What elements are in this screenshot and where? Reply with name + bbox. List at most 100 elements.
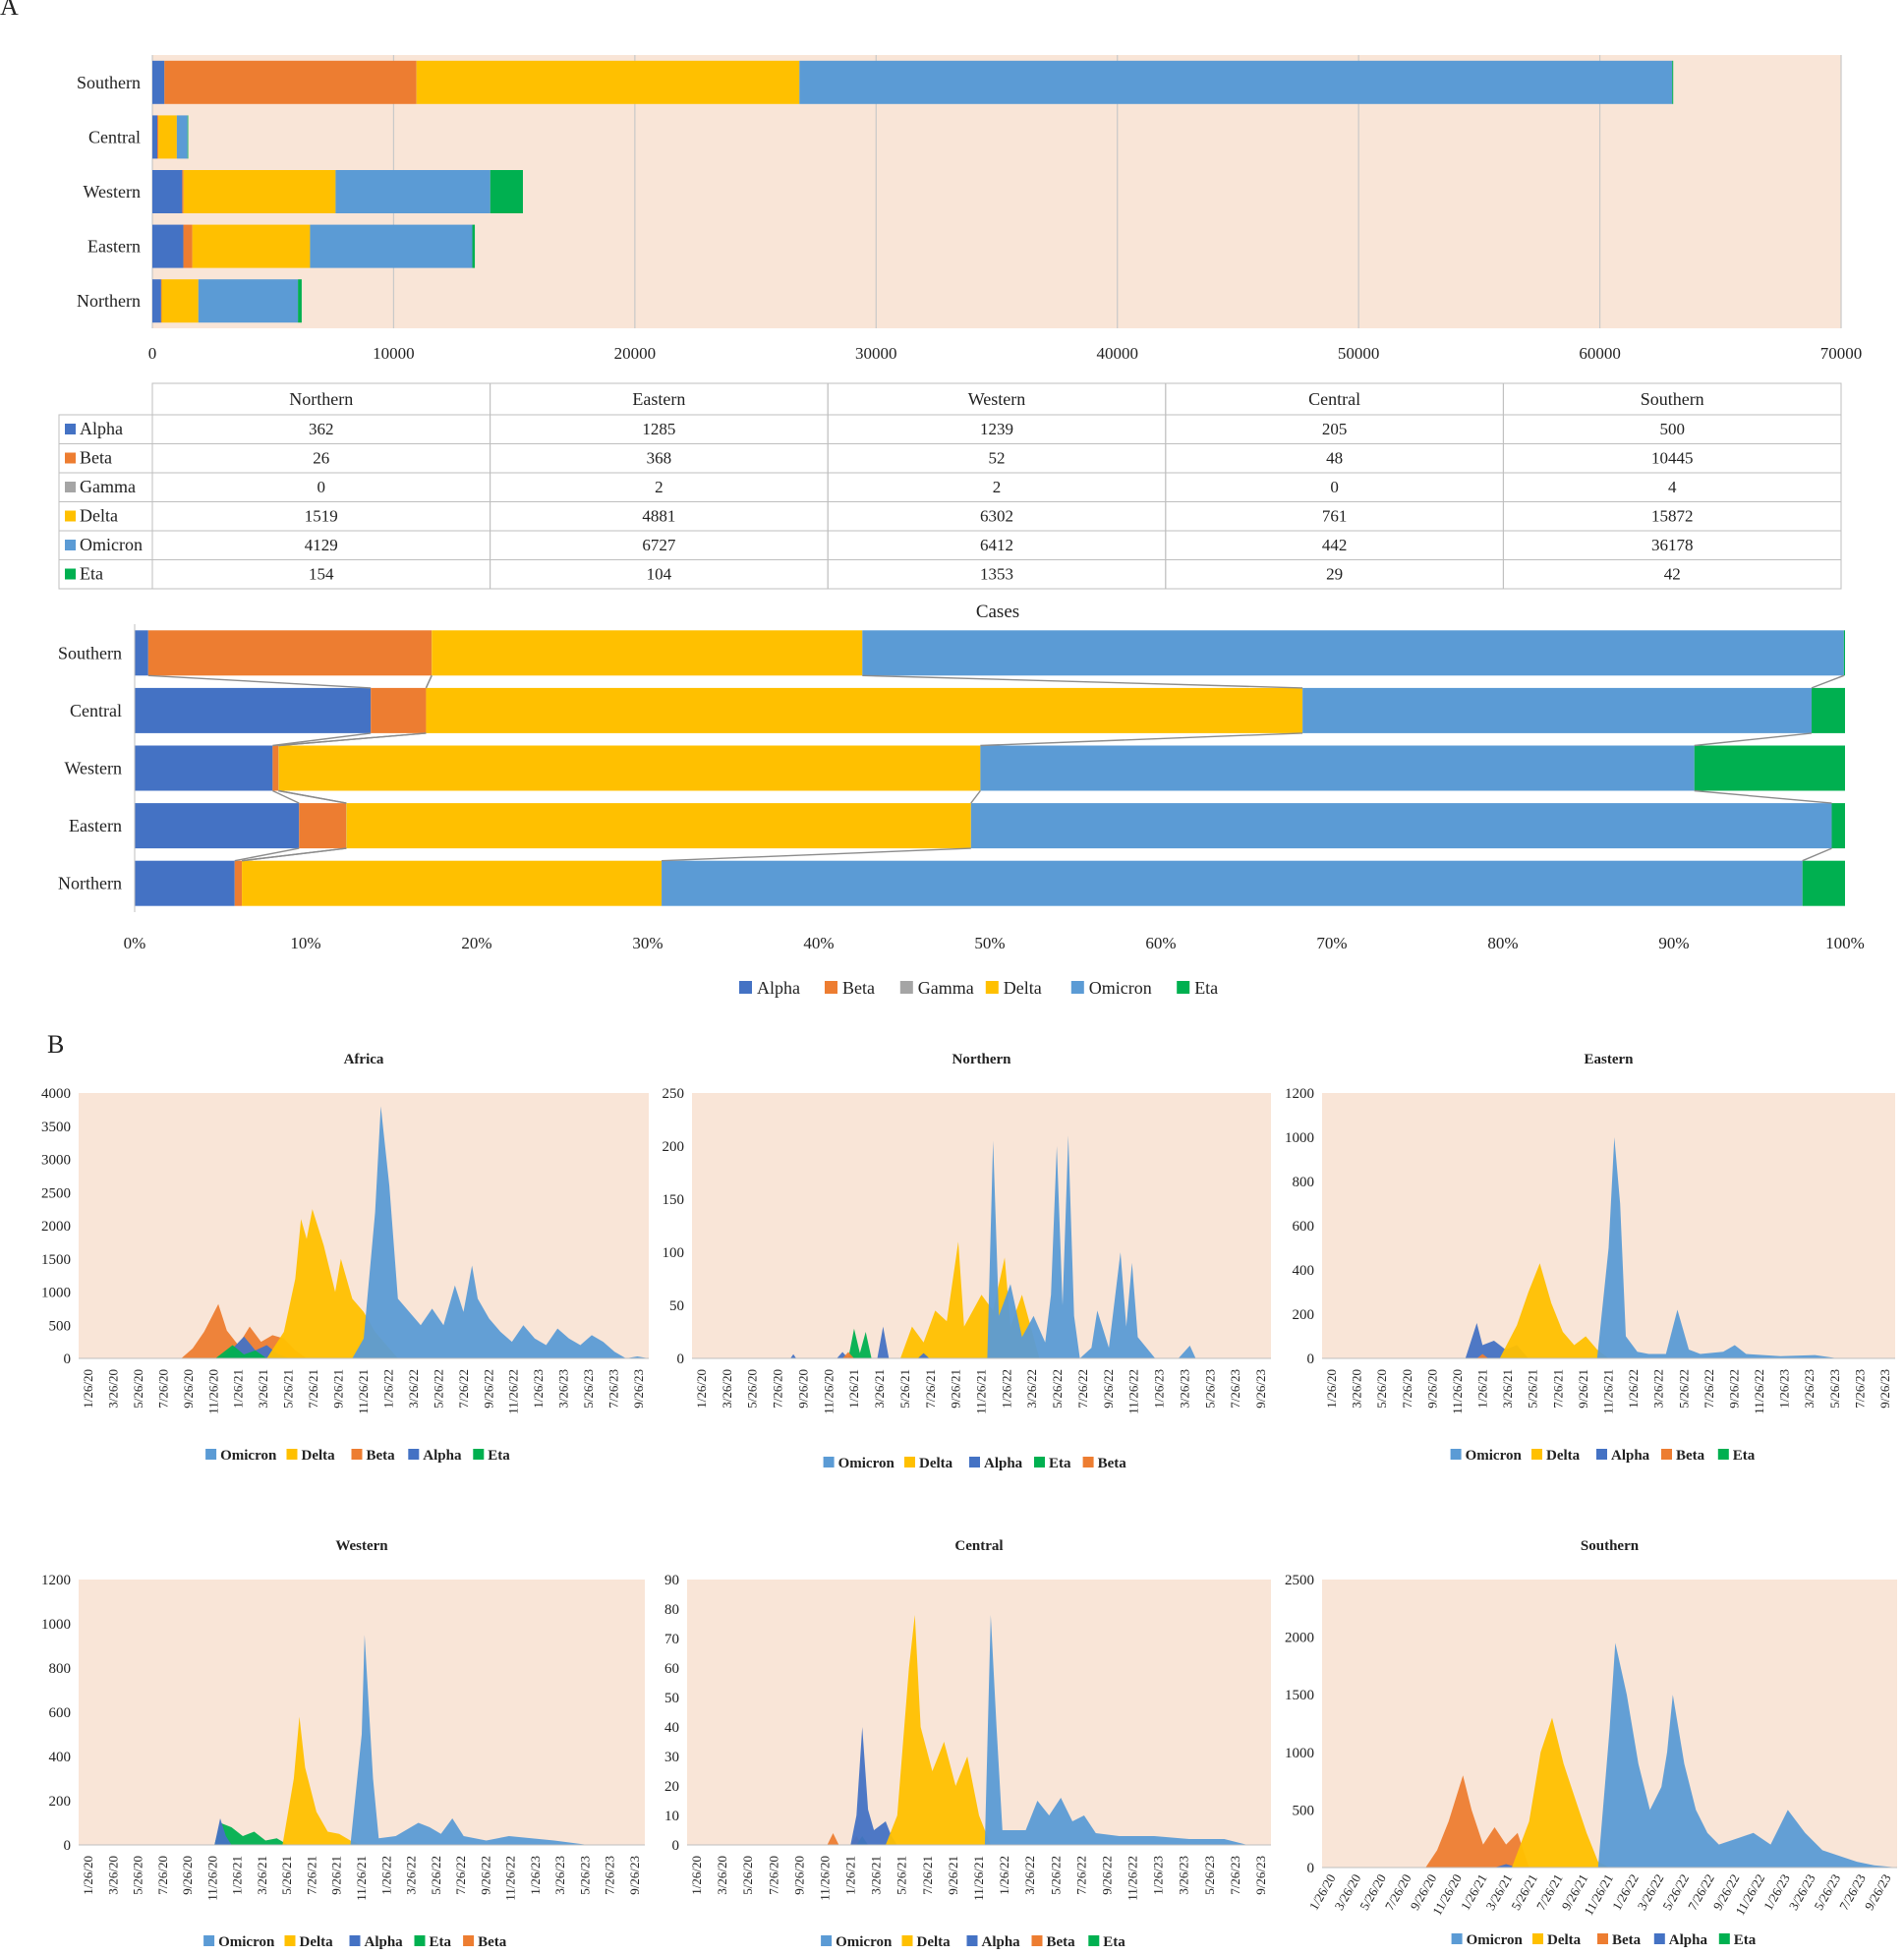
- y-tick-label: Eastern: [69, 816, 122, 835]
- legend-key-delta: [284, 1935, 296, 1946]
- y-tick-label: Southern: [58, 643, 122, 662]
- y-tick-label: 0: [672, 1838, 680, 1854]
- x-tick-label: 7/26/21: [920, 1856, 935, 1895]
- y-tick-label: 1500: [1285, 1688, 1314, 1703]
- x-tick-label: 1/26/23: [528, 1856, 543, 1895]
- series-line: [425, 675, 433, 689]
- x-tick-label: 9/26/21: [946, 1856, 960, 1895]
- x-tick-label: 1/26/23: [1152, 1369, 1167, 1409]
- x-tick-label: 9/26/21: [331, 1369, 346, 1409]
- x-tick-label: 90%: [1658, 934, 1689, 952]
- x-tick-label: 7/26/23: [606, 1369, 621, 1409]
- x-tick-label: 30000: [855, 344, 897, 363]
- x-tick-label: 1/26/22: [381, 1369, 396, 1409]
- x-tick-label: 3/26/22: [1022, 1856, 1037, 1895]
- x-tick-label: 1/26/21: [843, 1856, 858, 1895]
- y-tick-label: 20: [664, 1779, 679, 1795]
- x-tick-label: 10%: [290, 934, 320, 952]
- x-tick-label: 3/26/23: [1177, 1369, 1191, 1409]
- x-tick-label: 11/26/22: [1752, 1369, 1766, 1414]
- y-tick-label: Northern: [77, 291, 141, 311]
- legend-label: Alpha: [365, 1934, 404, 1950]
- legend-key-eta: [473, 1449, 485, 1460]
- chart-title: Western: [335, 1538, 388, 1554]
- table-column-header: Northern: [289, 389, 353, 409]
- legend-label: Alpha: [982, 1934, 1021, 1950]
- y-tick-label: 2500: [41, 1185, 71, 1201]
- x-tick-label: 5/26/22: [1676, 1369, 1691, 1409]
- pct-bar-segment-delta: [426, 687, 1303, 733]
- x-tick-label: 5/26/22: [1050, 1369, 1065, 1409]
- legend-key-omicron: [205, 1449, 217, 1460]
- legend-key-omicron: [1451, 1933, 1463, 1944]
- legend-key-delta: [904, 1457, 915, 1467]
- x-tick-label: 1/26/22: [999, 1369, 1013, 1409]
- legend-label: Eta: [430, 1934, 452, 1950]
- x-tick-label: 5/26/23: [1827, 1369, 1842, 1409]
- x-tick-label: 3/26/20: [1350, 1369, 1364, 1409]
- table-column-header: Central: [1308, 389, 1360, 409]
- y-tick-label: 800: [49, 1661, 72, 1677]
- area-series-delta: [266, 1209, 398, 1358]
- legend-key-delta: [1531, 1449, 1542, 1460]
- y-tick-label: 3500: [41, 1120, 71, 1135]
- x-tick-label: 9/26/22: [478, 1856, 492, 1895]
- table-row-label: Beta: [80, 448, 112, 468]
- x-tick-label: 7/26/21: [306, 1369, 320, 1409]
- pct-bar-segment-beta: [299, 803, 347, 849]
- legend-key-beta: [1082, 1457, 1094, 1467]
- bar-segment-beta: [157, 115, 159, 159]
- area-series-delta: [1499, 1263, 1609, 1358]
- y-tick-label: 1200: [41, 1573, 71, 1588]
- x-tick-label: 100%: [1825, 934, 1865, 952]
- x-tick-label: 9/26/20: [1424, 1369, 1439, 1409]
- x-tick-label: 0: [148, 344, 157, 363]
- bar-segment-eta: [490, 170, 523, 213]
- y-tick-label: 200: [1293, 1307, 1315, 1323]
- table-cell: 42: [1664, 565, 1681, 584]
- x-tick-label: 1/26/21: [846, 1369, 861, 1409]
- x-tick-label: 9/26/22: [481, 1369, 495, 1409]
- series-line: [241, 847, 347, 862]
- table-cell: 4129: [305, 536, 338, 554]
- table-cell: 4: [1668, 478, 1677, 496]
- x-tick-label: 3/26/21: [869, 1856, 884, 1895]
- bar-segment-delta: [158, 115, 177, 159]
- x-tick-label: 1/26/20: [1324, 1369, 1339, 1409]
- legend-key-beta: [351, 1449, 363, 1460]
- legend-key-eta: [65, 568, 76, 580]
- y-tick-label: 2000: [41, 1219, 71, 1235]
- x-tick-label: 7/26/22: [1073, 1856, 1088, 1895]
- x-tick-label: 9/26/21: [949, 1369, 963, 1409]
- table-cell: 1519: [305, 507, 338, 526]
- legend-key-eta: [1177, 981, 1190, 994]
- legend-label: Beta: [367, 1448, 396, 1464]
- x-tick-label: 3/26/22: [1024, 1369, 1039, 1409]
- pct-bar-segment-beta: [272, 745, 279, 791]
- table-cell: 442: [1322, 536, 1348, 554]
- legend-label: Omicron: [836, 1934, 893, 1950]
- y-tick-label: 600: [1293, 1219, 1315, 1235]
- x-tick-label: 5/26/23: [581, 1369, 596, 1409]
- x-tick-label: 3/26/23: [552, 1856, 567, 1895]
- x-tick-label: 1/26/20: [81, 1369, 95, 1409]
- y-tick-label: 30: [664, 1750, 679, 1765]
- legend-key-beta: [65, 452, 76, 464]
- x-tick-label: 9/26/22: [1101, 1369, 1116, 1409]
- x-tick-label: 9/26/22: [1727, 1369, 1742, 1409]
- x-tick-label: 5/26/21: [894, 1856, 909, 1895]
- legend-label: Omicron: [838, 1456, 895, 1471]
- x-tick-label: 7/26/20: [155, 1856, 170, 1895]
- x-tick-label: 7/26/21: [923, 1369, 938, 1409]
- y-tick-label: 1200: [1285, 1086, 1314, 1102]
- table-column-header: Southern: [1641, 389, 1704, 409]
- x-tick-label: 5/26/20: [131, 1369, 145, 1409]
- pct-bar-segment-beta: [147, 630, 433, 676]
- x-tick-label: 9/26/23: [631, 1369, 646, 1409]
- pct-bar-segment-alpha: [135, 745, 273, 791]
- legend-key-beta: [825, 981, 837, 994]
- table-column-header: Western: [968, 389, 1026, 409]
- series-line: [980, 732, 1303, 747]
- y-tick-label: 0: [64, 1838, 72, 1854]
- area-series-eta: [215, 1345, 267, 1358]
